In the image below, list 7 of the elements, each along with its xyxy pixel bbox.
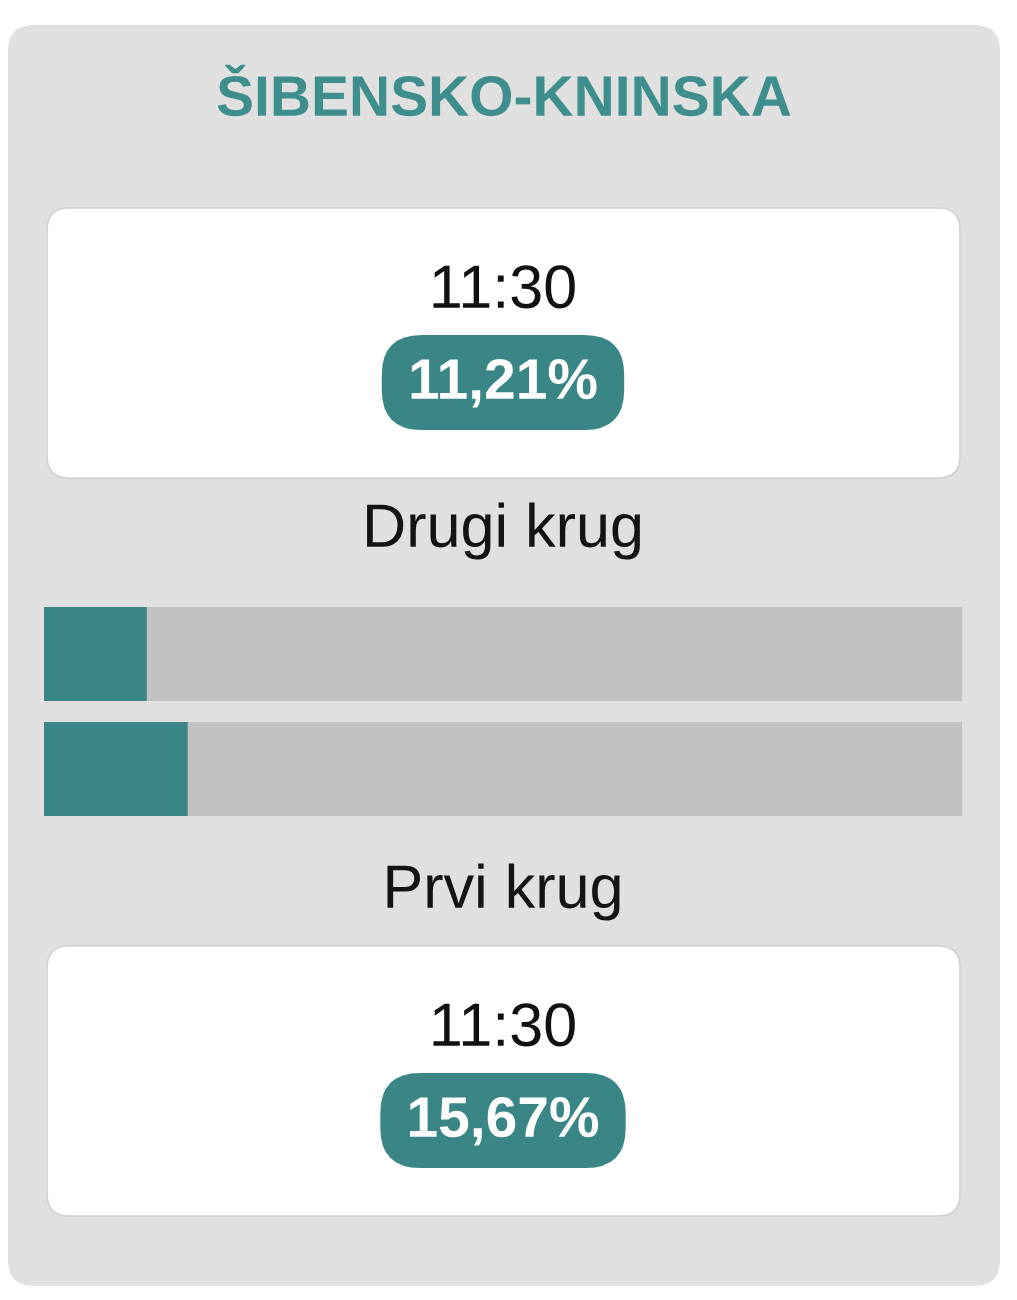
text: 11:30 <box>433 265 575 309</box>
y-tick-label: Prvi krug <box>387 863 620 921</box>
annotation: 11,21% <box>411 358 597 408</box>
y-tick-label: Drugi krug <box>367 502 641 560</box>
chart-title: ŠIBENSKO-KNINSKA <box>217 64 791 117</box>
text: 15,67% <box>410 1096 599 1146</box>
annotation: 11:30 <box>433 1003 575 1047</box>
